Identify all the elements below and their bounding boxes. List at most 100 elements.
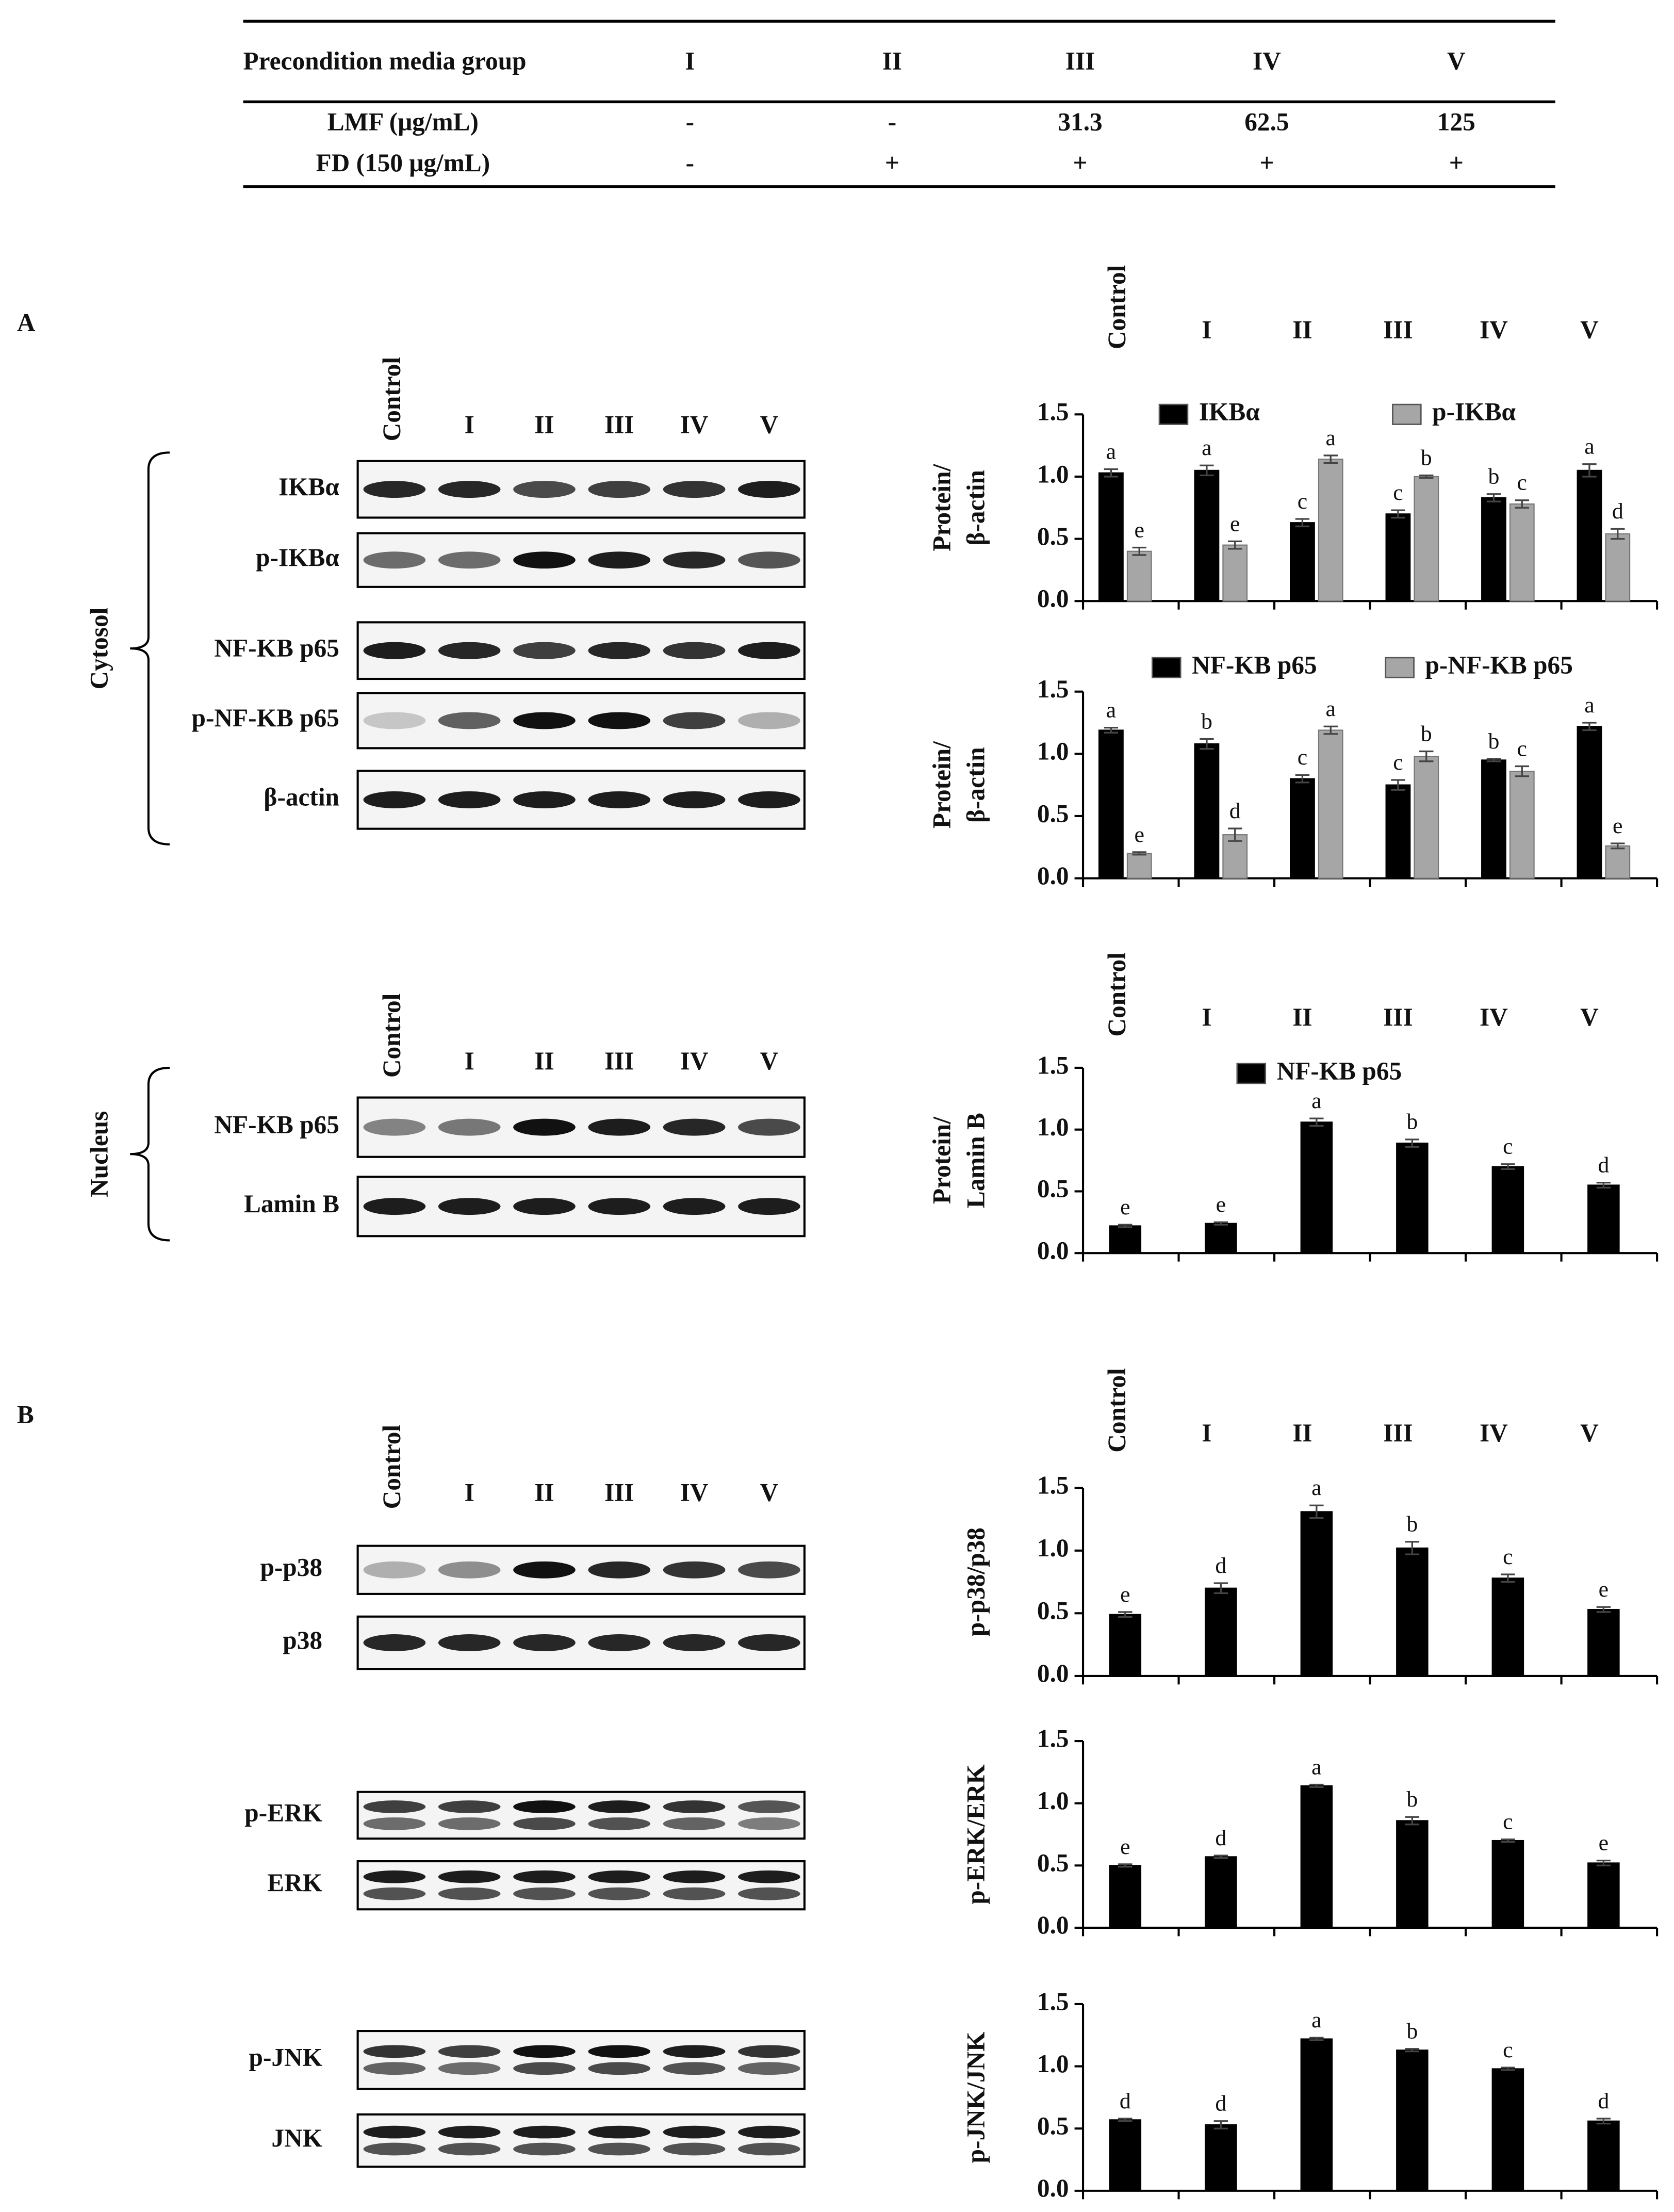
bar xyxy=(1577,469,1602,602)
group-brace xyxy=(130,451,170,845)
lane-label: V xyxy=(760,1478,779,1506)
blot-frame xyxy=(356,1860,806,1911)
blot-band xyxy=(513,712,576,729)
blot-band xyxy=(588,1887,651,1900)
bar xyxy=(1109,1865,1142,1929)
blot-band xyxy=(363,1561,426,1579)
blot-band xyxy=(363,1118,426,1136)
significance-letter: a xyxy=(1106,698,1116,723)
significance-letter: b xyxy=(1421,445,1432,470)
group-label: Nucleus xyxy=(85,1111,113,1197)
significance-letter: c xyxy=(1517,736,1527,761)
blot-band xyxy=(663,1198,726,1215)
significance-letter: e xyxy=(1120,1195,1130,1219)
blot-band xyxy=(438,1198,501,1215)
error-bar xyxy=(1515,499,1529,509)
lane-label: III xyxy=(604,1478,634,1506)
bar xyxy=(1098,729,1124,879)
error-bar xyxy=(1213,1221,1228,1226)
blot-band xyxy=(663,1887,726,1900)
blot-band xyxy=(663,712,726,729)
error-bar xyxy=(1323,454,1338,464)
y-tick-label: 0.5 xyxy=(1037,522,1069,550)
error-bar xyxy=(1213,2120,1228,2129)
blot-frame xyxy=(356,770,806,830)
y-tick-label: 0.0 xyxy=(1037,2174,1069,2202)
category-label: II xyxy=(1292,316,1312,344)
significance-letter: e xyxy=(1120,1834,1130,1859)
error-bar xyxy=(1295,518,1310,528)
blot-band xyxy=(738,1817,800,1830)
blot-band xyxy=(588,1634,651,1651)
blot-band xyxy=(588,642,651,659)
legend-label: p-IKBα xyxy=(1432,398,1516,426)
blot-band xyxy=(588,2142,651,2156)
y-axis-label: Protein/ xyxy=(928,463,956,551)
blot-band xyxy=(438,481,501,498)
lane-label: II xyxy=(534,1478,554,1506)
blot-frame xyxy=(356,2030,806,2090)
blot-band xyxy=(363,2045,426,2058)
group-brace xyxy=(130,1066,170,1242)
error-bar xyxy=(1405,1138,1420,1148)
blot-frame xyxy=(356,1544,806,1595)
bar xyxy=(1396,2050,1429,2191)
bar xyxy=(1587,1862,1620,1929)
blot-band xyxy=(738,2062,800,2075)
y-axis-label: β-actin xyxy=(961,747,990,823)
bar xyxy=(1222,544,1248,602)
significance-letter: a xyxy=(1584,693,1594,718)
error-bar xyxy=(1200,738,1214,750)
bar xyxy=(1318,459,1343,602)
blot-band xyxy=(663,1561,726,1579)
blot-band xyxy=(513,2125,576,2139)
table-cell: 31.3 xyxy=(1058,108,1102,136)
y-tick-label: 1.5 xyxy=(1037,1724,1069,1752)
blot-row-label: NF-KB p65 xyxy=(214,1110,339,1138)
blot-row-label: NF-KB p65 xyxy=(214,634,339,662)
y-tick-label: 1.0 xyxy=(1037,1786,1069,1815)
error-bar xyxy=(1309,2037,1324,2041)
legend-swatch xyxy=(1151,657,1181,678)
blot-row-label: ERK xyxy=(267,1868,322,1897)
category-label: III xyxy=(1383,316,1413,344)
significance-letter: e xyxy=(1230,511,1240,536)
y-axis-label: p-p38/p38 xyxy=(961,1527,990,1636)
blot-row-label: p38 xyxy=(283,1626,322,1654)
blot-band xyxy=(363,712,426,729)
significance-letter: d xyxy=(1215,1826,1226,1850)
y-tick-label: 0.0 xyxy=(1037,861,1069,890)
bar xyxy=(1194,743,1220,879)
blot-band xyxy=(363,791,426,808)
table-header: III xyxy=(1065,47,1095,75)
blot-band xyxy=(588,1817,651,1830)
error-bar xyxy=(1405,1816,1420,1826)
significance-letter: d xyxy=(1598,1153,1609,1178)
table-header: IV xyxy=(1253,47,1281,75)
table-cell: 62.5 xyxy=(1244,108,1289,136)
table-cell: - xyxy=(888,108,896,136)
table-header: V xyxy=(1447,47,1466,75)
y-tick-label: 0.5 xyxy=(1037,799,1069,827)
significance-letter: c xyxy=(1298,489,1307,514)
error-bar xyxy=(1391,509,1405,519)
blot-band xyxy=(738,551,800,569)
bar xyxy=(1205,1223,1237,1254)
blot-band xyxy=(738,2125,800,2139)
bar xyxy=(1491,1840,1524,1929)
blot-band xyxy=(513,1198,576,1215)
bar xyxy=(1587,2120,1620,2191)
y-tick-label: 1.5 xyxy=(1037,1987,1069,2015)
table-cell: 125 xyxy=(1437,108,1475,136)
y-axis-label: Lamin B xyxy=(961,1113,990,1208)
error-bar xyxy=(1501,1573,1515,1583)
table-cell: FD (150 μg/mL) xyxy=(316,149,490,177)
significance-letter: c xyxy=(1503,1134,1513,1159)
blot-band xyxy=(438,1887,501,1900)
error-bar xyxy=(1596,1859,1611,1866)
blot-band xyxy=(438,1561,501,1579)
blot-row-label: p-JNK xyxy=(249,2043,323,2072)
y-tick-label: 0.5 xyxy=(1037,1175,1069,1203)
error-bar xyxy=(1132,851,1146,856)
